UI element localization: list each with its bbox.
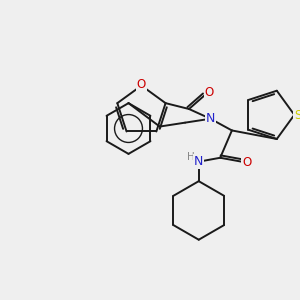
Text: N: N [194,155,203,168]
Text: N: N [206,112,215,125]
Text: O: O [137,78,146,91]
Text: S: S [295,109,300,122]
Text: O: O [205,86,214,99]
Text: H: H [187,152,195,162]
Text: O: O [242,156,251,169]
